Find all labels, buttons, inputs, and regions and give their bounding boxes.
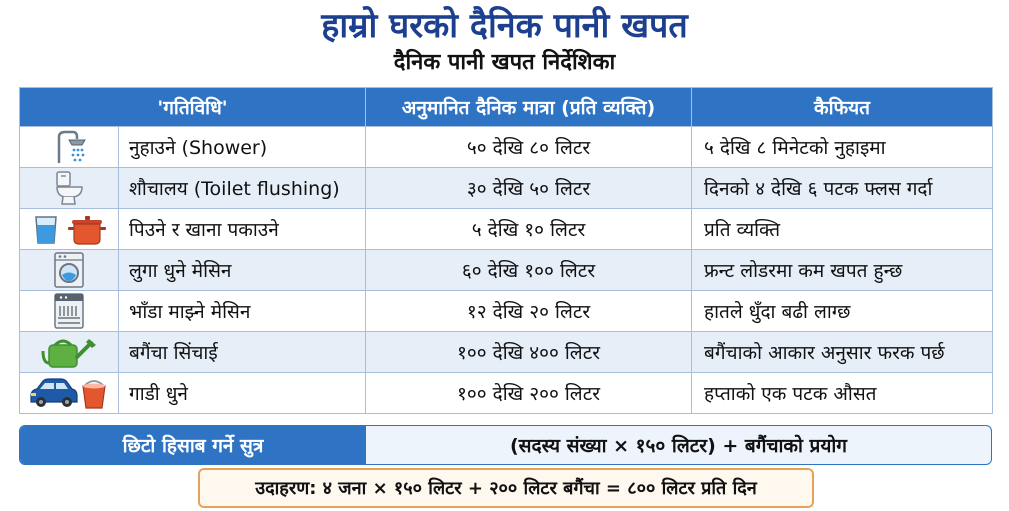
column-header-activity: 'गतिविधि'	[19, 87, 366, 127]
activity-cell: पिउने र खाना पकाउने	[118, 208, 366, 250]
remark-cell: हप्ताको एक पटक औसत	[691, 372, 993, 414]
remark-cell: बगैंचाको आकार अनुसार फरक पर्छ	[691, 331, 993, 373]
amount-cell: १०० देखि २०० लिटर	[365, 372, 692, 414]
remark-cell: प्रति व्यक्ति	[691, 208, 993, 250]
table-row: गाडी धुने १०० देखि २०० लिटर हप्ताको एक प…	[19, 372, 993, 414]
column-header-remark: कैफियत	[691, 87, 993, 127]
toilet-icon	[19, 167, 119, 209]
activity-cell: बगैंचा सिंचाई	[118, 331, 366, 373]
remark-cell: ५ देखि ८ मिनेटको नुहाइमा	[691, 126, 993, 168]
table-row: पिउने र खाना पकाउने ५ देखि १० लिटर प्रति…	[19, 208, 993, 250]
washing-machine-icon	[19, 249, 119, 291]
table-row: शौचालय (Toilet flushing) ३० देखि ५० लिटर…	[19, 167, 993, 209]
amount-cell: ५ देखि १० लिटर	[365, 208, 692, 250]
amount-cell: ६० देखि १०० लिटर	[365, 249, 692, 291]
remark-cell: दिनको ४ देखि ६ पटक फ्लस गर्दा	[691, 167, 993, 209]
table-row: लुगा धुने मेसिन ६० देखि १०० लिटर फ्रन्ट …	[19, 249, 993, 291]
activity-cell: भाँडा माझ्ने मेसिन	[118, 290, 366, 332]
shower-icon	[19, 126, 119, 168]
amount-cell: ३० देखि ५० लिटर	[365, 167, 692, 209]
dishwasher-icon	[19, 290, 119, 332]
example-box: उदाहरण: ४ जना × १५० लिटर + २०० लिटर बगैं…	[198, 468, 814, 508]
formula-label: छिटो हिसाब गर्ने सुत्र	[20, 426, 366, 464]
activity-cell: गाडी धुने	[118, 372, 366, 414]
amount-cell: १०० देखि ४०० लिटर	[365, 331, 692, 373]
page-title: हाम्रो घरको दैनिक पानी खपत	[321, 6, 688, 46]
quick-formula-box: छिटो हिसाब गर्ने सुत्र (सदस्य संख्या × १…	[19, 425, 992, 465]
remark-cell: हातले धुँदा बढी लाग्छ	[691, 290, 993, 332]
activity-cell: शौचालय (Toilet flushing)	[118, 167, 366, 209]
amount-cell: १२ देखि २० लिटर	[365, 290, 692, 332]
watering-can-icon	[19, 331, 119, 373]
activity-cell: लुगा धुने मेसिन	[118, 249, 366, 291]
activity-cell: नुहाउने (Shower)	[118, 126, 366, 168]
formula-value: (सदस्य संख्या × १५० लिटर) + बगैंचाको प्र…	[509, 435, 848, 457]
table-row: भाँडा माझ्ने मेसिन १२ देखि २० लिटर हातले…	[19, 290, 993, 332]
glass-and-pot-icon	[19, 208, 119, 250]
table-row: नुहाउने (Shower) ५० देखि ८० लिटर ५ देखि …	[19, 126, 993, 168]
amount-cell: ५० देखि ८० लिटर	[365, 126, 692, 168]
table-row: बगैंचा सिंचाई १०० देखि ४०० लिटर बगैंचाको…	[19, 331, 993, 373]
water-usage-table: 'गतिविधि' अनुमानित दैनिक मात्रा (प्रति व…	[19, 87, 993, 414]
remark-cell: फ्रन्ट लोडरमा कम खपत हुन्छ	[691, 249, 993, 291]
column-header-amount: अनुमानित दैनिक मात्रा (प्रति व्यक्ति)	[365, 87, 692, 127]
page-subtitle: दैनिक पानी खपत निर्देशिका	[393, 50, 616, 75]
table-header-row: 'गतिविधि' अनुमानित दैनिक मात्रा (प्रति व…	[19, 87, 993, 127]
car-and-bucket-icon	[19, 372, 119, 414]
